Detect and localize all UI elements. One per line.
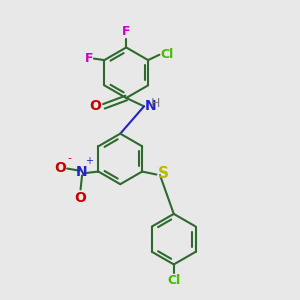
Text: O: O <box>90 99 102 113</box>
Text: F: F <box>122 25 130 38</box>
Text: F: F <box>85 52 93 65</box>
Text: +: + <box>85 157 93 166</box>
Text: O: O <box>54 161 66 175</box>
Text: O: O <box>75 191 86 205</box>
Text: N: N <box>145 99 157 113</box>
Text: H: H <box>151 97 160 110</box>
Text: -: - <box>68 153 72 163</box>
Text: Cl: Cl <box>167 274 180 287</box>
Text: Cl: Cl <box>160 48 173 61</box>
Text: S: S <box>158 167 169 182</box>
Text: N: N <box>76 164 88 178</box>
